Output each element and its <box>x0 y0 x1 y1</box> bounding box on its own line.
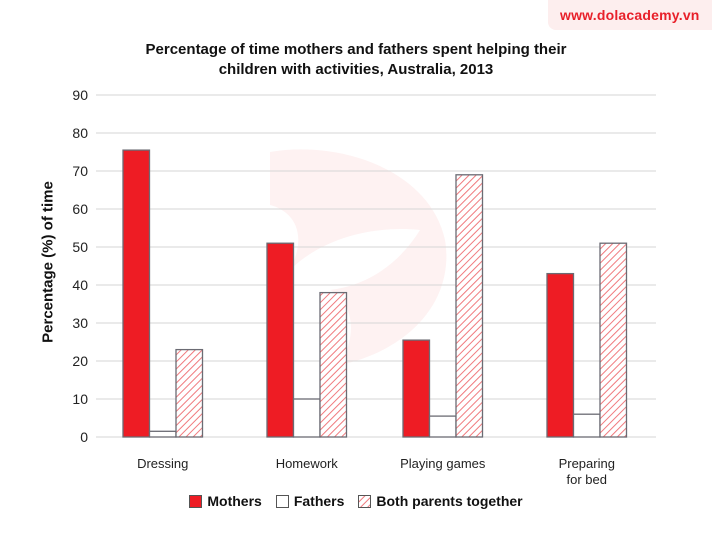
bar-mothers-playing-games <box>402 339 431 438</box>
legend-item-both: Both parents together <box>358 493 523 509</box>
bar-fathers-playing-games <box>428 415 457 438</box>
bar-fathers-preparing-for-bed <box>572 413 601 438</box>
y-tick-label: 40 <box>72 277 88 293</box>
y-tick-label: 30 <box>72 315 88 331</box>
chart-title-line-2: children with activities, Australia, 201… <box>218 61 494 78</box>
y-tick-label: 20 <box>72 353 88 369</box>
bar-mothers-dressing <box>122 149 151 438</box>
x-category-label: Homework <box>275 456 338 471</box>
bar-both-parents-together-preparing-for-bed <box>599 242 628 438</box>
fathers-swatch-icon <box>275 494 289 508</box>
y-tick-label: 80 <box>72 125 88 141</box>
y-axis-ticks: 0 10 20 30 40 50 60 70 80 90 <box>72 87 88 445</box>
legend-item-fathers: Fathers <box>275 493 344 509</box>
legend-item-mothers: Mothers <box>189 493 262 509</box>
bar-mothers-homework <box>266 242 295 438</box>
both-parents-swatch-icon <box>358 494 372 508</box>
chart-title: Percentage of time mothers and fathers s… <box>0 40 712 80</box>
watermark-url: www.dolacademy.vn <box>560 7 700 23</box>
bar-both-parents-together-homework <box>319 291 348 438</box>
y-tick-label: 10 <box>72 391 88 407</box>
x-category-label: Preparing for bed <box>558 456 615 487</box>
y-tick-label: 70 <box>72 163 88 179</box>
x-category-label: Playing games <box>400 456 486 471</box>
chart-title-line-1: Percentage of time mothers and fathers s… <box>145 41 567 58</box>
bar-both-parents-together-dressing <box>175 348 204 438</box>
legend: Mothers Fathers Both parents together <box>0 493 712 509</box>
bar-mothers-preparing-for-bed <box>546 272 575 438</box>
bar-fathers-dressing <box>148 430 177 438</box>
y-tick-label: 50 <box>72 239 88 255</box>
x-category-label: Dressing <box>137 456 189 471</box>
y-tick-label: 60 <box>72 201 88 217</box>
mothers-swatch-icon <box>189 494 203 508</box>
bar-both-parents-together-playing-games <box>455 174 484 438</box>
y-tick-label: 90 <box>72 87 88 103</box>
watermark-badge: www.dolacademy.vn <box>548 0 712 30</box>
y-tick-label: 0 <box>80 429 88 445</box>
bars <box>122 149 628 438</box>
watermark-logo-icon <box>270 149 447 365</box>
bar-fathers-homework <box>292 398 321 438</box>
